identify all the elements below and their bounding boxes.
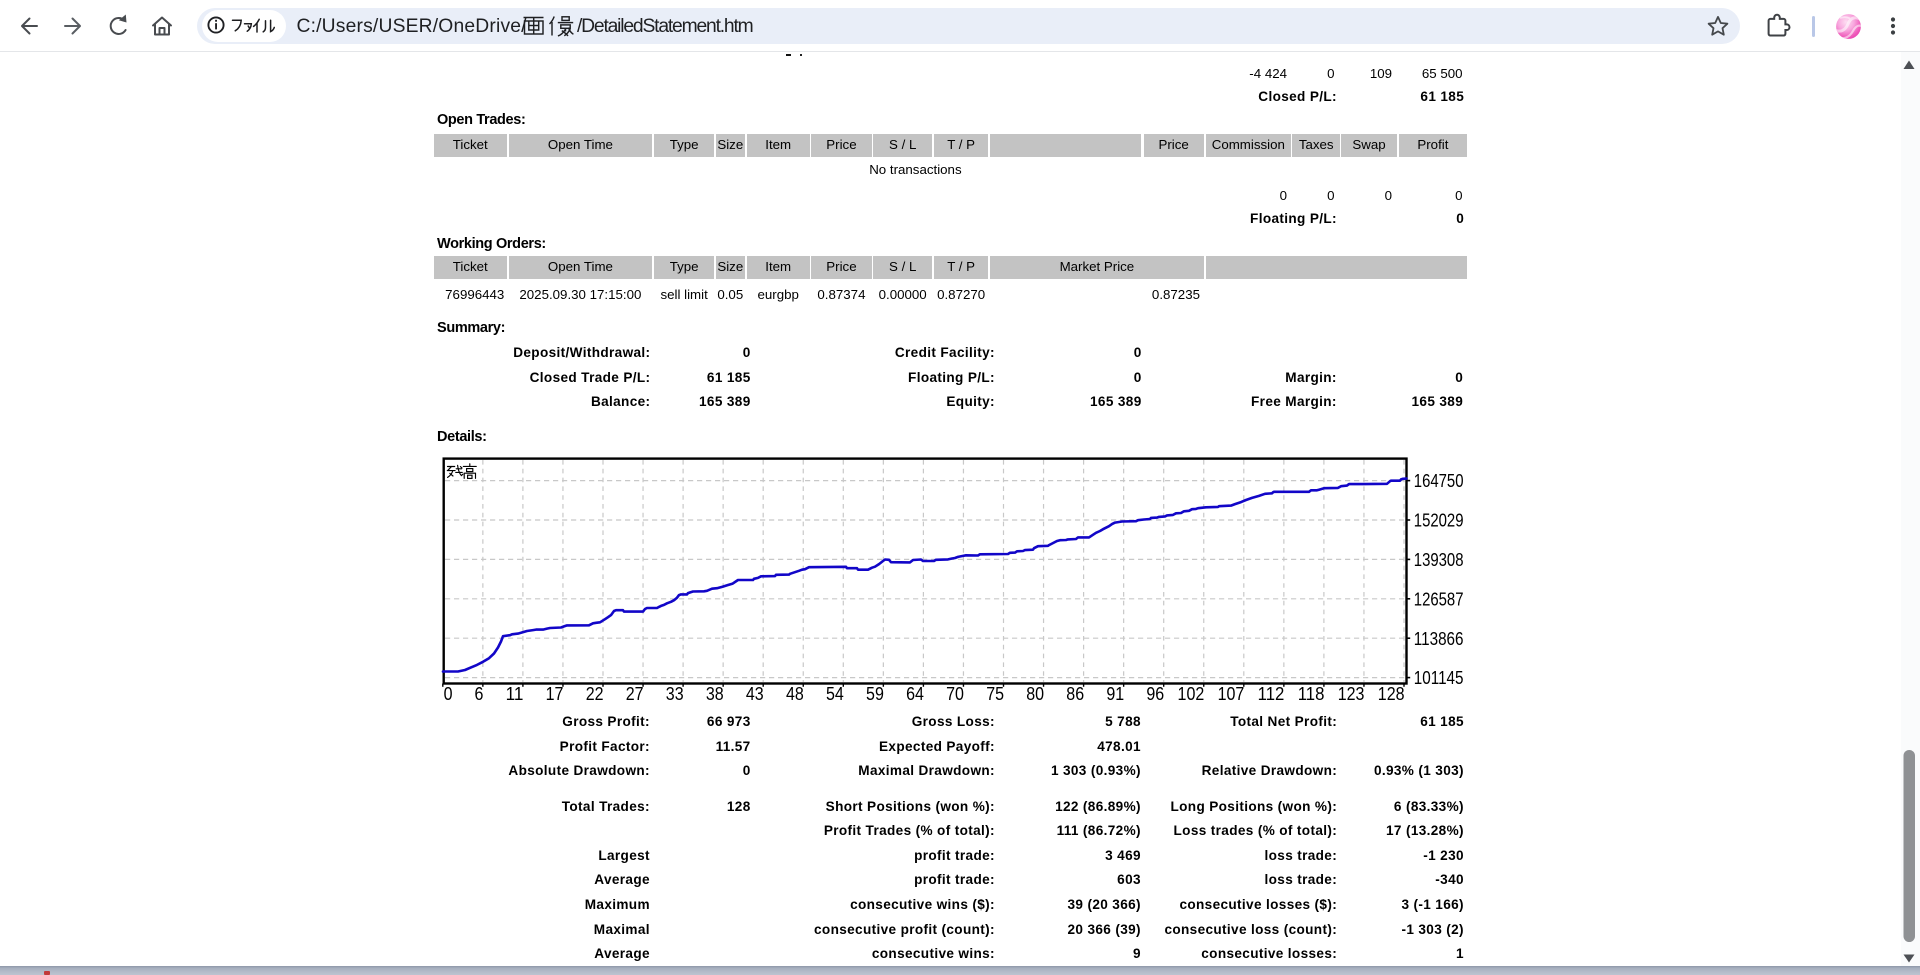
svg-text:38: 38 [706,683,724,704]
svg-text:22: 22 [586,683,604,704]
svg-text:0: 0 [444,683,453,704]
svg-text:70: 70 [946,683,964,704]
svg-text:126587: 126587 [1414,589,1464,610]
svg-text:43: 43 [746,683,764,704]
svg-text:80: 80 [1026,683,1044,704]
svg-text:152029: 152029 [1414,511,1464,532]
svg-text:128: 128 [1378,683,1405,704]
svg-text:96: 96 [1146,683,1164,704]
svg-text:86: 86 [1066,683,1084,704]
svg-text:48: 48 [786,683,804,704]
svg-text:123: 123 [1338,683,1365,704]
svg-text:75: 75 [986,683,1004,704]
svg-text:17: 17 [546,683,564,704]
svg-text:64: 64 [906,683,924,704]
svg-text:113866: 113866 [1414,629,1464,650]
svg-text:102: 102 [1178,683,1205,704]
svg-text:54: 54 [826,683,844,704]
svg-text:11: 11 [506,683,524,704]
svg-text:118: 118 [1298,683,1325,704]
svg-text:59: 59 [866,683,884,704]
svg-text:101145: 101145 [1414,668,1464,689]
svg-text:6: 6 [474,683,483,704]
svg-text:27: 27 [626,683,644,704]
svg-text:107: 107 [1218,683,1245,704]
svg-text:91: 91 [1106,683,1124,704]
svg-text:33: 33 [666,683,684,704]
svg-text:112: 112 [1258,683,1285,704]
svg-text:164750: 164750 [1414,471,1464,492]
svg-text:139308: 139308 [1414,550,1464,571]
